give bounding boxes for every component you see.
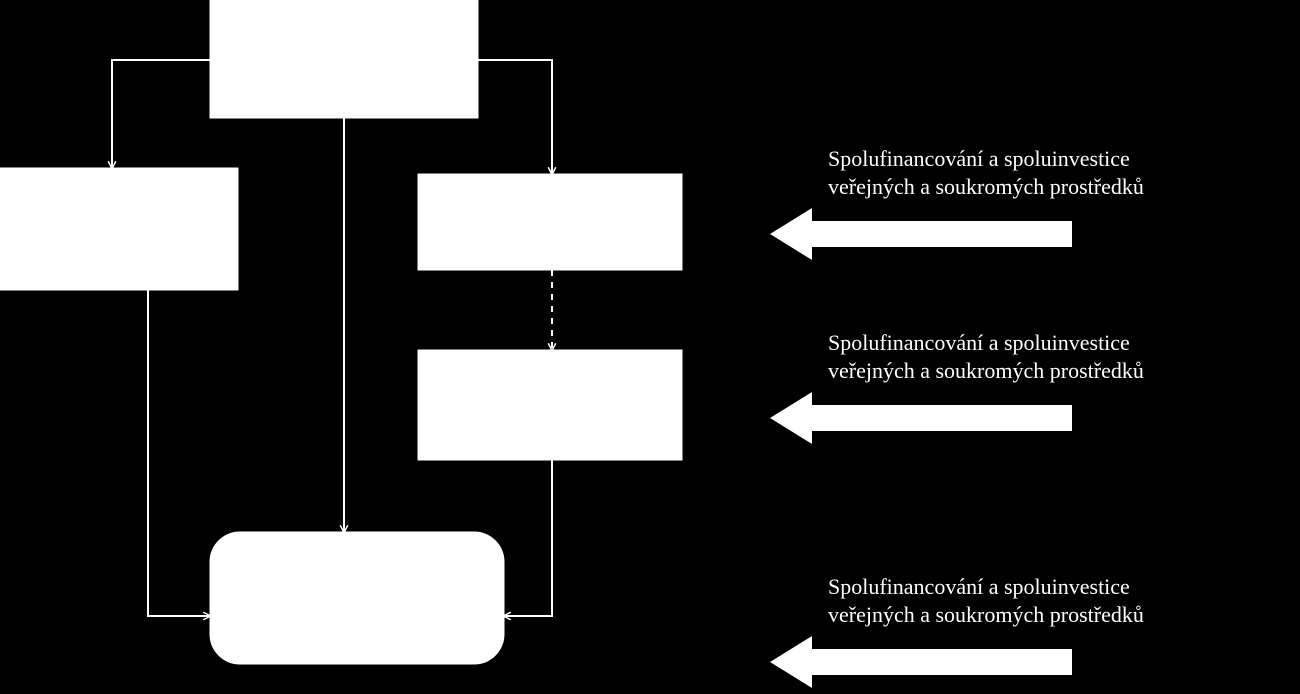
node-bottom [210,532,504,664]
node-right2 [418,350,682,460]
node-right1 [418,174,682,270]
node-top [210,0,478,118]
flowchart-diagram: Spolufinancování a spoluinvesticeveřejný… [0,0,1300,694]
node-left [0,168,238,290]
